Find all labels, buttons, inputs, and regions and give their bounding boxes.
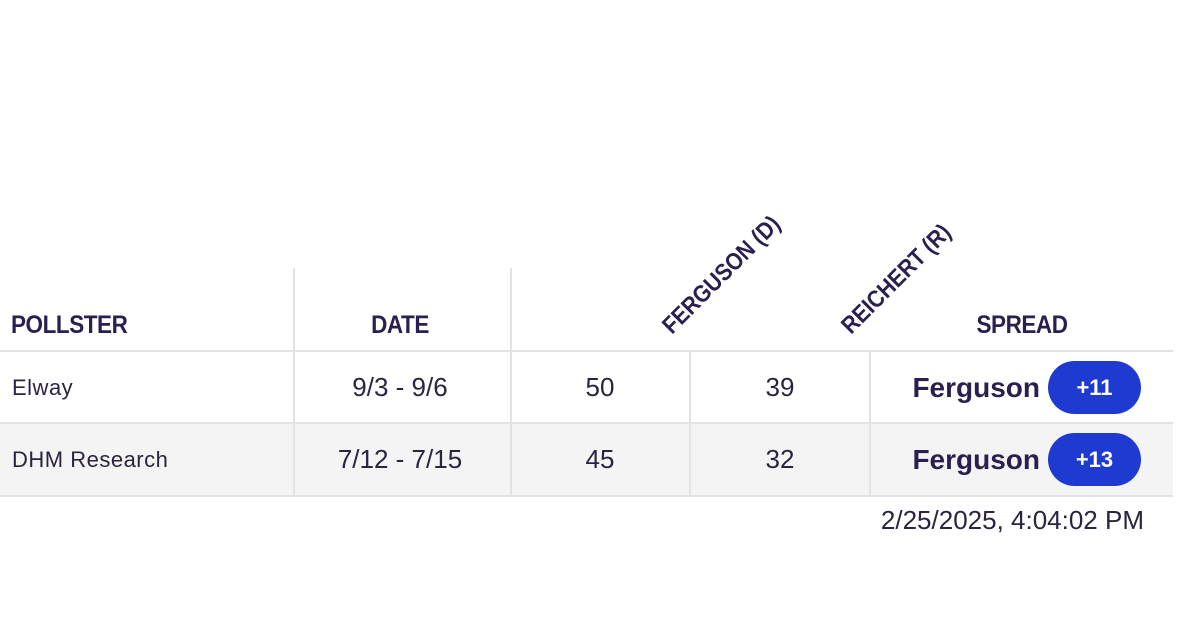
last-updated-timestamp: 2/25/2025, 4:04:02 PM (880, 505, 1144, 535)
date-cell: 7/12 - 7/15 (337, 444, 463, 474)
header-date: DATE (371, 311, 429, 339)
spread-leader: Ferguson (912, 444, 1040, 475)
table-row[interactable]: DHM Research 7/12 - 7/15 45 32 Ferguson … (0, 424, 1173, 495)
reichert-value-cell: 39 (765, 372, 795, 402)
spread-badge: +13 (1048, 433, 1141, 486)
header-rule (0, 350, 1173, 352)
date-cell: 9/3 - 9/6 (352, 372, 448, 402)
column-divider (689, 352, 691, 495)
ferguson-value-cell: 50 (585, 372, 615, 402)
header-candidate-ferguson: FERGUSON (D) (657, 210, 786, 340)
row-rule (0, 422, 1173, 424)
header-spread: SPREAD (976, 311, 1068, 339)
column-divider (293, 352, 295, 495)
header-pollster: POLLSTER (11, 311, 128, 339)
pollster-cell[interactable]: Elway (12, 375, 74, 400)
column-divider (510, 352, 512, 495)
reichert-value-cell: 32 (765, 444, 795, 474)
pollster-cell[interactable]: DHM Research (12, 447, 169, 472)
spread-leader: Ferguson (912, 372, 1040, 403)
spread-badge: +11 (1048, 361, 1141, 414)
column-divider (869, 352, 871, 495)
header-divider (293, 268, 295, 352)
table-bottom-rule (0, 495, 1173, 497)
table-row[interactable]: Elway 9/3 - 9/6 50 39 Ferguson +11 (0, 352, 1173, 423)
ferguson-value-cell: 45 (585, 444, 615, 474)
header-divider (510, 268, 512, 352)
